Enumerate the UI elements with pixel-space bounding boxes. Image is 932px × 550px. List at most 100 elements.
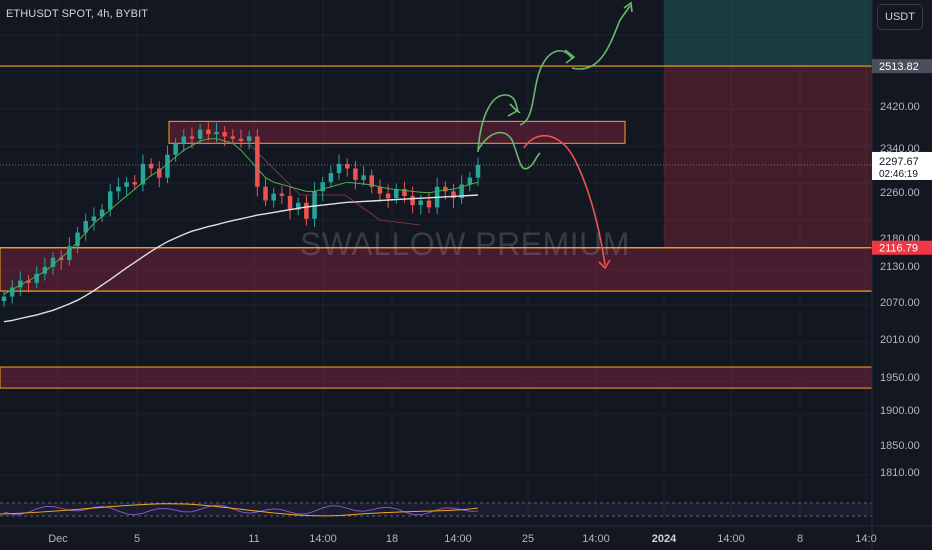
last-price-badge <box>872 151 932 180</box>
candle-body <box>67 246 72 260</box>
rsi-ma-line <box>0 503 479 517</box>
forecast-path-green-1 <box>477 94 521 153</box>
upper-line-badge <box>872 59 932 74</box>
candle-body <box>238 138 244 142</box>
loss-zone <box>664 66 872 248</box>
candle-body <box>42 266 48 274</box>
candle-body <box>467 177 473 185</box>
candle-body <box>157 168 162 178</box>
candle-body <box>197 129 203 139</box>
candle-body <box>369 175 375 187</box>
candle-body <box>402 189 407 196</box>
ma-long-line <box>3 194 479 323</box>
candle-body <box>295 202 301 210</box>
candle-body <box>328 173 334 183</box>
currency-button[interactable]: USDT <box>877 4 923 30</box>
candle-body <box>475 164 481 178</box>
candle-body <box>312 191 317 219</box>
countdown-text: 02:46:19 <box>879 169 918 180</box>
price-tick-label: 1850.00 <box>880 440 920 452</box>
candle-body <box>353 168 358 180</box>
candle-body <box>246 136 252 142</box>
price-tick-label: 1900.00 <box>880 405 920 417</box>
candle-body <box>189 136 195 139</box>
price-tick-label: 2070.00 <box>880 297 920 309</box>
candle-body <box>18 280 23 288</box>
candle-body <box>1 296 7 302</box>
candle-body <box>107 191 113 210</box>
candle-body <box>99 209 105 217</box>
candle-body <box>132 182 138 185</box>
price-tick-label: 2130.00 <box>880 261 920 273</box>
candle-body <box>385 193 391 199</box>
arrowhead-down <box>598 259 611 270</box>
candle-body <box>58 257 64 260</box>
candle-body <box>361 175 366 180</box>
candle-body <box>426 200 432 208</box>
candle-body <box>418 200 424 206</box>
resistance-zone <box>168 120 626 144</box>
candle-body <box>336 163 342 174</box>
arrowhead-up <box>623 1 633 13</box>
ma-short-line <box>3 138 479 295</box>
candle-body <box>344 163 350 169</box>
time-tick-label: Dec <box>48 533 68 545</box>
candle-body <box>173 143 178 155</box>
forecast-path-green-alt <box>477 131 541 170</box>
price-tick-label: 2260.00 <box>880 187 920 199</box>
trend-line <box>249 144 421 226</box>
arrowhead-right-1 <box>564 49 576 64</box>
forecast-path-green-2 <box>519 50 573 126</box>
candle-body <box>206 129 211 135</box>
lower-line-badge-text: 2116.79 <box>879 243 918 255</box>
upper-line-badge-text: 2513.82 <box>879 61 919 73</box>
time-tick-label: 14:0 <box>855 533 876 545</box>
symbol-title[interactable]: ETHUSDT SPOT, 4h, BYBIT <box>6 8 149 20</box>
candle-body <box>451 191 456 199</box>
price-tick-label: 1810.00 <box>880 467 920 479</box>
arrowhead-right-2 <box>507 103 519 117</box>
candle-body <box>91 216 97 222</box>
candle-body <box>230 136 236 139</box>
candle-body <box>116 186 121 192</box>
candle-body <box>377 186 383 194</box>
candle-body <box>26 280 31 283</box>
candle-body <box>271 193 276 201</box>
candle-body <box>181 136 187 144</box>
candle-body <box>410 195 415 206</box>
time-tick-label: 8 <box>797 533 803 545</box>
candle-body <box>75 232 80 247</box>
candle-body <box>124 182 129 187</box>
forecast-path-green-3 <box>571 5 631 70</box>
watermark: SWALLOW PREMIUM <box>300 226 630 262</box>
price-tick-label: 1950.00 <box>880 372 920 384</box>
candle-body <box>148 163 154 169</box>
candle-body <box>222 131 227 137</box>
lower-zone <box>0 366 873 389</box>
time-tick-label: 5 <box>134 533 140 545</box>
time-tick-label: 18 <box>386 533 398 545</box>
candle-body <box>9 287 15 297</box>
price-tick-label: 2010.00 <box>880 334 920 346</box>
time-tick-label: 14:00 <box>444 533 472 545</box>
time-tick-label: 25 <box>522 533 534 545</box>
candle-body <box>34 273 39 283</box>
time-tick-label: 14:00 <box>309 533 337 545</box>
forecast-path-red <box>523 134 606 266</box>
time-tick-label: 14:00 <box>582 533 610 545</box>
profit-zone <box>664 0 872 67</box>
candle-body <box>394 189 399 199</box>
time-tick-label: 11 <box>248 533 259 545</box>
candle-body <box>304 202 309 219</box>
rsi-line <box>3 504 479 516</box>
candle-body <box>287 195 293 210</box>
candle-body <box>263 186 268 201</box>
time-tick-label: 2024 <box>652 533 677 545</box>
lower-line-badge <box>872 240 932 255</box>
candle-body <box>165 154 170 178</box>
candle-body <box>83 221 88 233</box>
candle-body <box>320 182 325 192</box>
candle-body <box>459 184 464 199</box>
